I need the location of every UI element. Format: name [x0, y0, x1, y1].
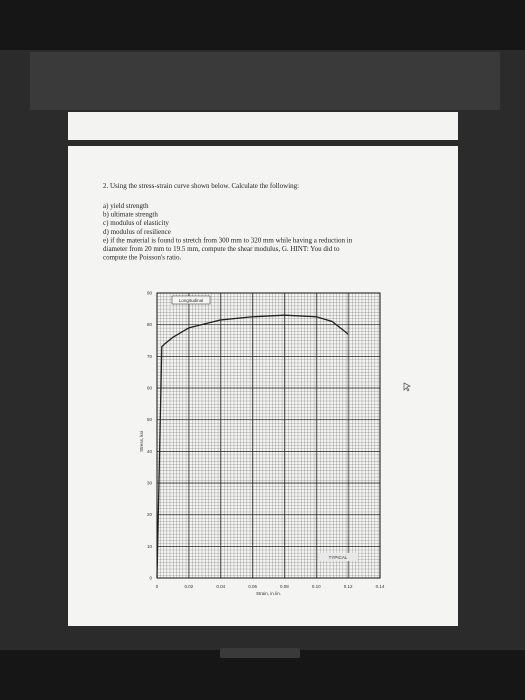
y-tick-label: 60 [147, 386, 153, 391]
minor-grid [157, 293, 380, 578]
item-text: a) yield strength [103, 202, 149, 210]
annotation: TYPICAL [329, 555, 348, 560]
annotation-box [318, 553, 358, 561]
y-tick-label: 10 [147, 544, 153, 549]
screen-top [30, 52, 500, 110]
x-tick-label: 0 [156, 584, 159, 589]
item-text: b) ultimate strength [103, 211, 158, 219]
annotation: Longitudinal [179, 298, 203, 303]
item-text: compute the Poisson's ratio. [103, 254, 182, 262]
x-tick-label: 0.04 [216, 584, 225, 589]
x-tick-label: 0.12 [344, 584, 353, 589]
annotation-box [171, 295, 211, 305]
item-text: c) modulus of elasticity [103, 219, 169, 227]
logo [220, 648, 300, 658]
plot-frame [156, 292, 381, 579]
item-text: e) if the material is found to stretch f… [103, 236, 353, 244]
y-tick-label: 20 [147, 512, 153, 517]
x-axis-label: Strain, in./in. [256, 591, 281, 596]
question: 2. Using the stress-strain curve shown b… [103, 182, 299, 190]
item-text: d) modulus of resilience [103, 228, 171, 236]
curve [156, 314, 349, 579]
y-tick-label: 30 [147, 481, 153, 486]
y-tick-label: 90 [147, 291, 153, 296]
y-tick-label: 80 [147, 322, 153, 327]
y-tick-label: 50 [147, 417, 153, 422]
x-tick-label: 0.02 [184, 584, 193, 589]
y-axis-label: Stress, ksi [139, 431, 144, 452]
y-tick-label: 0 [149, 576, 152, 581]
x-tick-label: 0.10 [312, 584, 321, 589]
cursor [403, 382, 411, 392]
x-tick-label: 0.08 [280, 584, 289, 589]
y-tick-label: 70 [147, 354, 153, 359]
x-tick-label: 0.14 [376, 584, 385, 589]
y-tick-label: 40 [147, 449, 153, 454]
x-tick-label: 0.06 [248, 584, 257, 589]
item-text: diameter from 20 mm to 19.5 mm, compute … [103, 245, 340, 253]
toolbar-strip [68, 112, 458, 140]
